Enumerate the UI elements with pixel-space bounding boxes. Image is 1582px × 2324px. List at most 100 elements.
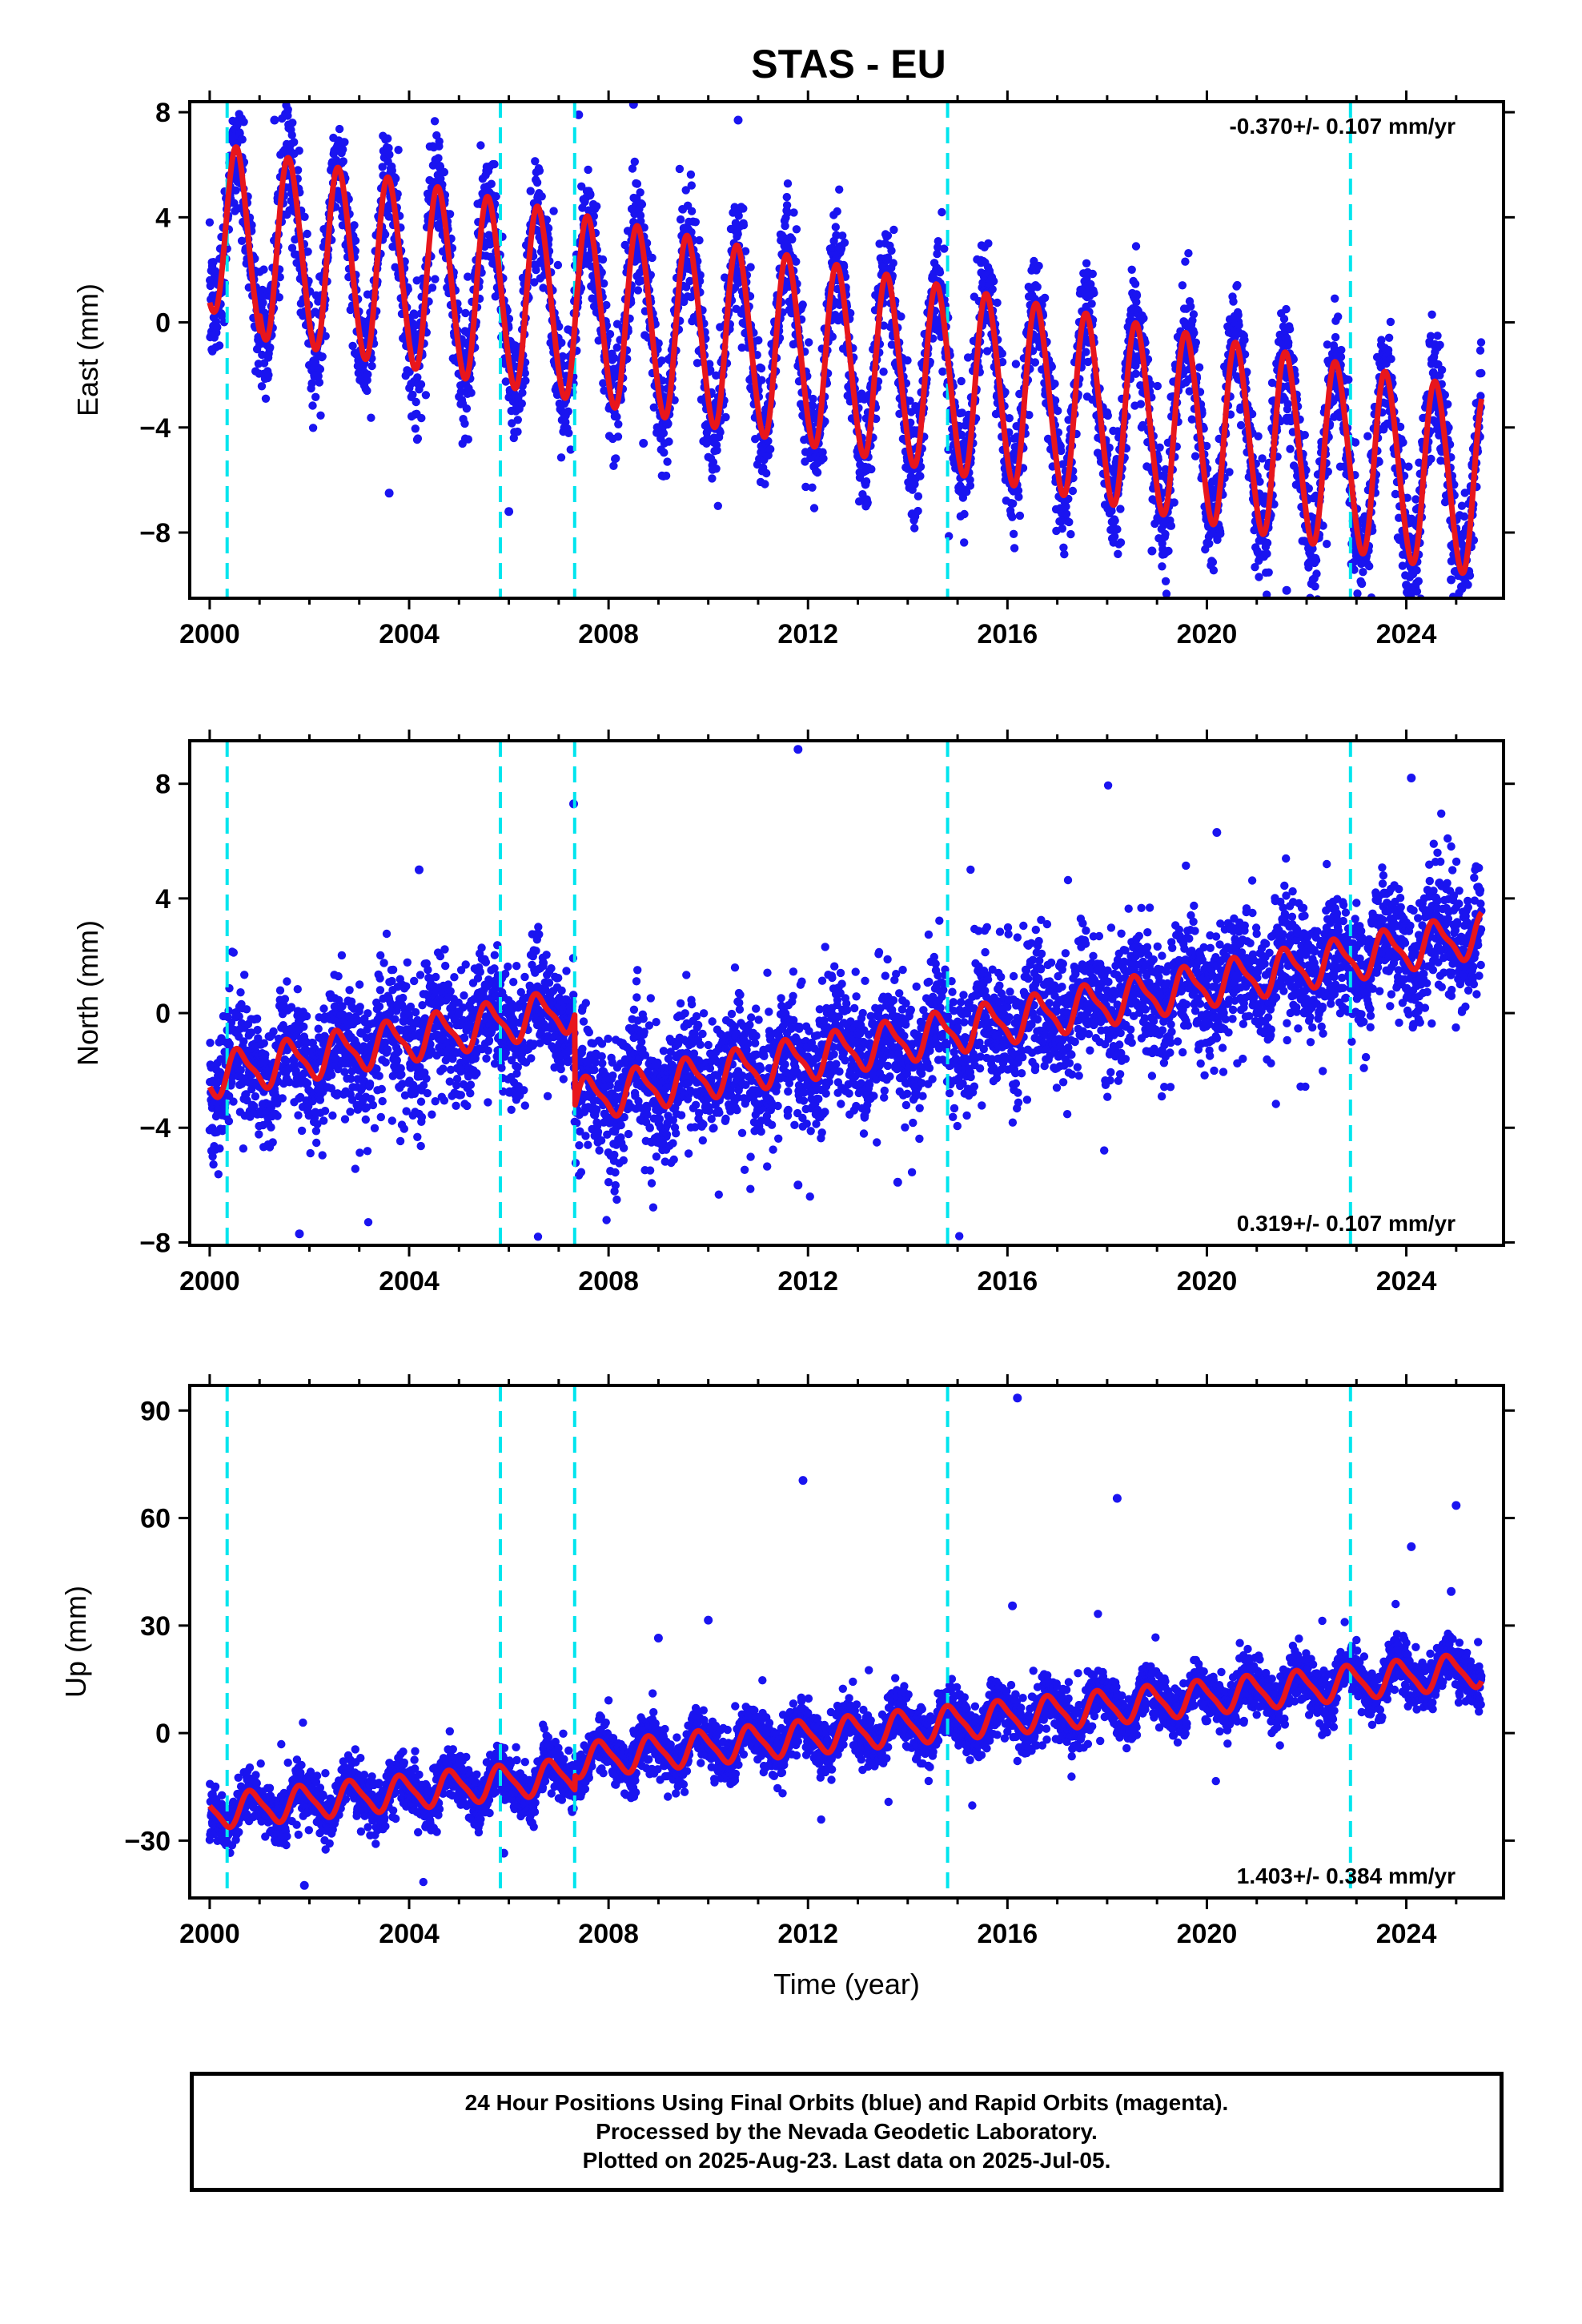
daily-position-point bbox=[1377, 336, 1386, 344]
daily-position-point bbox=[1136, 400, 1146, 408]
daily-position-point bbox=[316, 411, 325, 420]
daily-position-point bbox=[613, 432, 623, 441]
daily-position-point bbox=[544, 223, 553, 233]
daily-position-point bbox=[1187, 415, 1197, 424]
daily-position-point bbox=[1387, 355, 1395, 364]
daily-position-point bbox=[1412, 566, 1421, 575]
daily-position-point bbox=[367, 361, 376, 371]
daily-position-point bbox=[318, 352, 327, 361]
daily-position-point bbox=[1225, 468, 1234, 476]
daily-position-point bbox=[513, 416, 522, 424]
daily-position-point bbox=[1284, 338, 1293, 347]
daily-position-point bbox=[910, 524, 919, 533]
daily-position-point bbox=[391, 174, 400, 183]
daily-position-point bbox=[712, 464, 721, 473]
daily-position-point bbox=[555, 322, 564, 331]
daily-position-point bbox=[840, 238, 849, 247]
daily-position-point bbox=[1344, 375, 1353, 384]
daily-position-point bbox=[984, 239, 993, 248]
daily-position-point bbox=[1334, 312, 1343, 321]
daily-position-point bbox=[308, 424, 318, 432]
daily-position-point bbox=[988, 285, 997, 294]
daily-position-point bbox=[659, 428, 669, 438]
daily-position-point bbox=[1353, 589, 1362, 598]
daily-position-point bbox=[1254, 432, 1263, 440]
daily-position-point bbox=[1195, 363, 1204, 372]
daily-position-point bbox=[564, 428, 573, 437]
daily-position-point bbox=[535, 167, 544, 175]
daily-position-point bbox=[378, 163, 387, 171]
daily-position-point bbox=[691, 218, 700, 227]
daily-position-point bbox=[1412, 587, 1422, 596]
daily-position-point bbox=[430, 117, 440, 126]
daily-position-point bbox=[259, 298, 267, 308]
daily-position-point bbox=[1208, 557, 1218, 567]
daily-position-point bbox=[879, 368, 888, 376]
daily-position-point bbox=[1283, 400, 1292, 408]
daily-position-point bbox=[1399, 438, 1407, 447]
daily-position-point bbox=[275, 293, 283, 302]
daily-position-point bbox=[1427, 454, 1435, 464]
daily-position-point bbox=[412, 397, 420, 407]
daily-position-point bbox=[809, 394, 817, 404]
daily-position-point bbox=[1286, 444, 1295, 453]
daily-position-point bbox=[1131, 242, 1141, 251]
daily-position-point bbox=[460, 419, 469, 428]
daily-position-point bbox=[520, 368, 529, 378]
daily-position-point bbox=[553, 260, 563, 270]
daily-position-point bbox=[686, 170, 696, 179]
daily-position-point bbox=[1040, 293, 1050, 303]
daily-position-point bbox=[461, 308, 470, 318]
daily-position-point bbox=[798, 300, 807, 309]
daily-position-point bbox=[605, 330, 615, 339]
daily-position-point bbox=[1164, 546, 1173, 556]
daily-position-point bbox=[564, 407, 572, 416]
daily-position-point bbox=[462, 404, 472, 413]
daily-position-point bbox=[809, 504, 819, 513]
daily-position-point bbox=[687, 181, 696, 190]
daily-position-point bbox=[957, 376, 966, 386]
daily-position-point bbox=[757, 364, 766, 373]
daily-position-point bbox=[445, 210, 455, 219]
daily-position-point bbox=[805, 338, 813, 347]
daily-position-point bbox=[238, 135, 247, 144]
daily-position-point bbox=[526, 187, 535, 195]
daily-position-point bbox=[1282, 304, 1291, 314]
daily-position-point bbox=[440, 167, 449, 177]
daily-position-point bbox=[733, 230, 742, 239]
daily-position-point bbox=[315, 364, 325, 374]
daily-position-point bbox=[1262, 619, 1270, 627]
daily-position-point bbox=[350, 221, 359, 230]
daily-position-point bbox=[883, 231, 893, 240]
daily-position-point bbox=[887, 246, 896, 255]
daily-position-point bbox=[584, 165, 592, 175]
daily-position-point bbox=[586, 191, 595, 199]
daily-position-point bbox=[215, 341, 224, 350]
daily-position-point bbox=[1443, 400, 1452, 408]
daily-position-point bbox=[434, 154, 443, 163]
daily-position-point bbox=[1008, 513, 1017, 521]
daily-position-point bbox=[239, 118, 248, 127]
daily-position-point bbox=[993, 298, 1002, 308]
daily-position-point bbox=[314, 372, 323, 380]
daily-position-point bbox=[266, 343, 275, 352]
daily-position-point bbox=[218, 311, 227, 320]
daily-position-point bbox=[633, 286, 643, 295]
daily-position-point bbox=[556, 453, 566, 462]
daily-position-point bbox=[1240, 336, 1249, 344]
daily-position-point bbox=[739, 204, 748, 213]
daily-position-point bbox=[1307, 628, 1315, 636]
daily-position-point bbox=[789, 208, 798, 217]
daily-position-point bbox=[537, 192, 546, 201]
daily-position-point bbox=[261, 394, 271, 403]
daily-position-point bbox=[1263, 538, 1272, 548]
daily-position-point bbox=[1060, 549, 1069, 559]
daily-position-point bbox=[637, 200, 647, 209]
daily-position-point bbox=[1009, 499, 1018, 508]
daily-position-point bbox=[1103, 411, 1113, 420]
daily-position-point bbox=[1161, 577, 1170, 585]
daily-position-point bbox=[257, 382, 267, 391]
daily-position-point bbox=[695, 235, 704, 245]
daily-position-point bbox=[831, 223, 841, 231]
daily-position-point bbox=[1236, 420, 1246, 430]
